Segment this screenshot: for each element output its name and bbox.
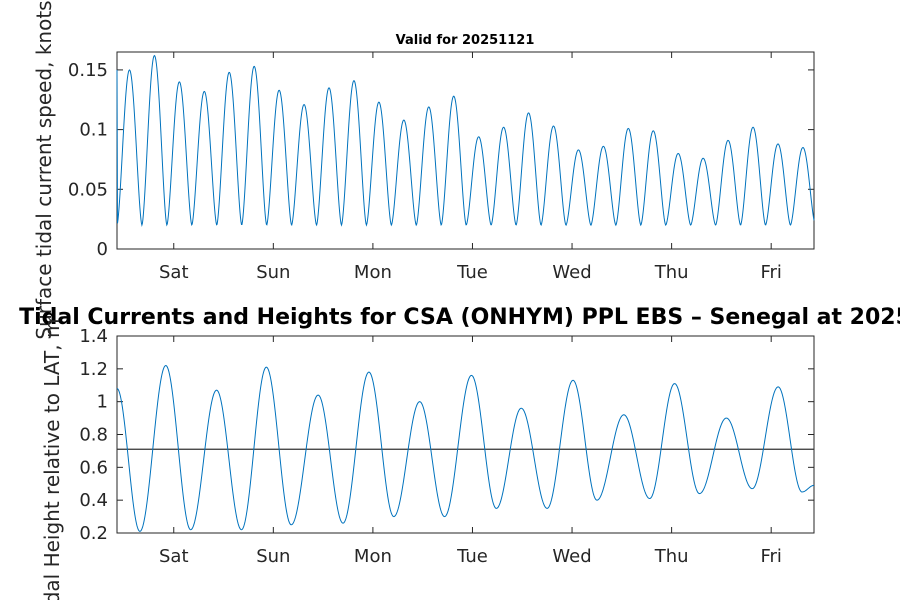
current-speed-axes: 0 0.05 0.1 0.15 Sat Sun Mon Tue Wed Thu Fri xyxy=(68,51,815,283)
x-tick-label: Thu xyxy=(654,262,689,283)
main-chart-title: Tidal Currents and Heights for CSA (ONHY… xyxy=(19,305,900,330)
y-tick-label: 0.2 xyxy=(79,523,108,544)
y-tick-label: 0.05 xyxy=(68,179,108,200)
tidal-height-series-line xyxy=(116,365,815,532)
x-tick-label: Mon xyxy=(354,546,392,567)
top-chart-title: Valid for 20251121 xyxy=(396,33,535,48)
y-tick-label: 0 xyxy=(97,239,108,260)
y-tick-label: 1 xyxy=(97,392,108,413)
x-tick-label: Wed xyxy=(552,546,591,567)
x-tick-label: Thu xyxy=(654,546,689,567)
tidal-height-y-axis-label: Tidal Height relative to LAT, m xyxy=(40,319,64,600)
tidal-height-plot-area xyxy=(116,335,815,534)
y-tick-label: 0.15 xyxy=(68,60,108,81)
x-tick-label: Sun xyxy=(256,262,290,283)
current-speed-series-line xyxy=(116,54,815,227)
y-tick-label: 0.1 xyxy=(79,120,108,141)
y-tick-label: 0.8 xyxy=(79,425,108,446)
x-tick-label: Fri xyxy=(760,546,781,567)
current-speed-plot-area xyxy=(116,51,815,250)
x-tick-label: Mon xyxy=(354,262,392,283)
x-tick-label: Fri xyxy=(760,262,781,283)
tidal-height-axes: 0.2 0.4 0.6 0.8 1 1.2 1.4 Sat Sun Mon Tue Wed Thu Fr… xyxy=(79,326,815,567)
current-speed-y-axis-label: Surface tidal current speed, knots xyxy=(32,0,56,339)
y-tick-label: 0.6 xyxy=(79,457,108,478)
x-tick-label: Wed xyxy=(552,262,591,283)
x-tick-label: Sat xyxy=(159,262,189,283)
x-tick-label: Sat xyxy=(159,546,189,567)
y-tick-label: 1.2 xyxy=(79,359,108,380)
x-tick-label: Sun xyxy=(256,546,290,567)
x-tick-label: Tue xyxy=(456,262,488,283)
y-tick-label: 0.4 xyxy=(79,490,108,511)
x-tick-label: Tue xyxy=(456,546,488,567)
y-tick-label: 1.4 xyxy=(79,326,108,347)
